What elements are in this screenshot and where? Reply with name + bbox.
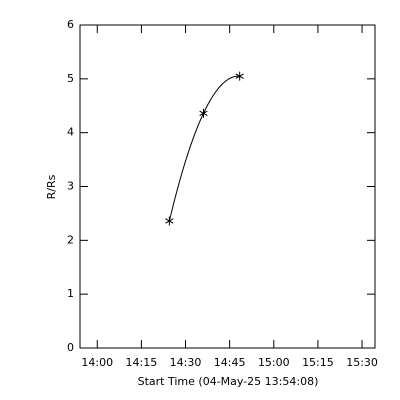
y-tick-label: 5 bbox=[67, 72, 74, 85]
point-marker bbox=[165, 216, 174, 226]
x-tick-label: 15:15 bbox=[302, 356, 334, 369]
y-tick-label: 4 bbox=[67, 126, 74, 139]
x-tick-label: 14:00 bbox=[81, 356, 113, 369]
point-marker bbox=[235, 71, 244, 81]
y-tick-label: 3 bbox=[67, 180, 74, 193]
x-tick-label: 15:00 bbox=[258, 356, 290, 369]
y-tick-label: 6 bbox=[67, 18, 74, 31]
x-tick-label: 14:30 bbox=[170, 356, 202, 369]
x-tick-label: 15:30 bbox=[346, 356, 378, 369]
fit-line bbox=[168, 75, 240, 222]
y-tick-label: 1 bbox=[67, 287, 74, 300]
plot-frame bbox=[79, 24, 376, 349]
y-tick-label: 0 bbox=[67, 341, 74, 354]
point-marker bbox=[199, 108, 208, 118]
x-tick-label: 14:45 bbox=[214, 356, 246, 369]
x-tick-label: 14:15 bbox=[126, 356, 158, 369]
y-axis-label: R/Rs bbox=[45, 174, 58, 199]
x-axis-label: Start Time (04-May-25 13:54:08) bbox=[138, 375, 319, 388]
y-tick-label: 2 bbox=[67, 233, 74, 246]
